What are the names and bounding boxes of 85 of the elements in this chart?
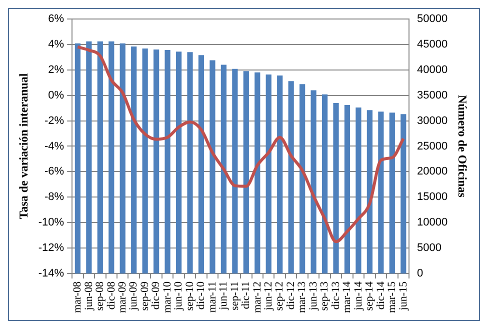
y2-tick-label: 30000 xyxy=(417,114,448,127)
bar xyxy=(389,112,395,274)
x-tick-label: dic-09 xyxy=(150,280,162,310)
x-tick-label: sep-09 xyxy=(138,280,151,311)
bar xyxy=(322,94,328,274)
y2-axis-title: Número de Oficinas xyxy=(456,95,470,198)
y2-tick-label: 35000 xyxy=(417,89,448,102)
x-tick-label: dic-10 xyxy=(195,280,208,310)
x-tick-label: jun-13 xyxy=(307,280,320,312)
y2-tick-label: 40000 xyxy=(417,64,448,76)
x-tick-label: dic-13 xyxy=(330,280,342,310)
y2-tick-label: 0 xyxy=(417,267,424,280)
bar xyxy=(344,105,350,274)
bar xyxy=(176,52,182,274)
y2-tick-label: 5000 xyxy=(417,242,442,254)
bar xyxy=(210,60,216,274)
y-tick-label: -6% xyxy=(44,166,64,178)
y-tick-label: -2% xyxy=(44,114,64,127)
x-tick-label: jun-12 xyxy=(262,281,275,312)
bar xyxy=(333,102,339,274)
x-tick-label: mar-10 xyxy=(161,280,174,313)
y2-tick-label: 45000 xyxy=(417,38,448,50)
x-tick-label: jun-15 xyxy=(397,280,410,312)
bar xyxy=(86,41,92,274)
bar xyxy=(131,46,137,274)
bar xyxy=(378,112,384,274)
x-tick-label: dic-11 xyxy=(240,281,252,310)
x-tick-label: sep-08 xyxy=(94,280,106,311)
y-tick-label: 4% xyxy=(48,38,64,50)
x-tick-label: mar-08 xyxy=(72,280,84,313)
bar xyxy=(220,64,227,274)
y-tick-label: -4% xyxy=(44,140,64,152)
bar xyxy=(97,41,103,274)
bar xyxy=(266,74,272,274)
bar xyxy=(310,90,316,274)
x-tick-label: dic-08 xyxy=(105,280,118,310)
x-tick-label: jun-11 xyxy=(218,281,230,311)
y-tick-label: 2% xyxy=(48,64,64,76)
bar xyxy=(74,43,81,274)
x-tick-label: mar-15 xyxy=(386,280,398,313)
y2-tick-label: 10000 xyxy=(417,216,448,229)
y2-tick-label: 20000 xyxy=(417,166,448,178)
bar xyxy=(187,52,193,274)
bar xyxy=(277,75,283,274)
x-tick-label: sep-10 xyxy=(184,280,196,311)
y-tick-label: 6% xyxy=(48,13,64,26)
y-tick-label: -10% xyxy=(38,216,64,229)
line-series xyxy=(76,45,405,244)
x-tick-label: dic-12 xyxy=(284,281,297,310)
bar xyxy=(164,50,170,274)
y2-tick-label: 25000 xyxy=(417,140,448,152)
bar xyxy=(198,55,204,274)
x-tick-label: mar-11 xyxy=(206,281,218,313)
y-tick-label: -14% xyxy=(38,267,64,280)
bar xyxy=(400,114,406,274)
x-tick-label: mar-14 xyxy=(341,280,354,313)
y2-tick-label: 15000 xyxy=(417,191,448,204)
bar xyxy=(254,72,260,274)
x-tick-label: mar-09 xyxy=(116,280,129,313)
x-tick-label: jun-10 xyxy=(172,280,185,312)
x-tick-label: jun-09 xyxy=(128,280,140,312)
bar xyxy=(232,68,238,274)
y2-tick-label: 50000 xyxy=(417,13,448,26)
x-tick-label: sep-14 xyxy=(364,280,376,311)
x-tick-label: sep-11 xyxy=(228,281,241,310)
bar xyxy=(288,81,294,274)
x-tick-label: mar-13 xyxy=(296,280,308,313)
bar xyxy=(300,84,306,274)
x-tick-label: sep-13 xyxy=(318,280,331,311)
bar xyxy=(108,41,114,274)
y-tick-label: 0% xyxy=(48,89,64,102)
x-tick-label: mar-12 xyxy=(251,281,264,313)
bar xyxy=(142,48,148,274)
bar xyxy=(243,71,249,274)
y-tick-label: -8% xyxy=(44,191,64,204)
bar xyxy=(154,50,160,274)
x-tick-label: jun-14 xyxy=(352,280,364,312)
y-axis-title: Tasa de variación interanual xyxy=(16,72,30,220)
x-tick-label: dic-14 xyxy=(374,280,387,310)
x-tick-label: jun-08 xyxy=(82,280,95,312)
bar xyxy=(366,110,373,274)
y-tick-label: -12% xyxy=(38,242,64,254)
bar xyxy=(120,43,126,274)
x-tick-label: sep-12 xyxy=(274,281,286,311)
bar xyxy=(356,108,362,274)
